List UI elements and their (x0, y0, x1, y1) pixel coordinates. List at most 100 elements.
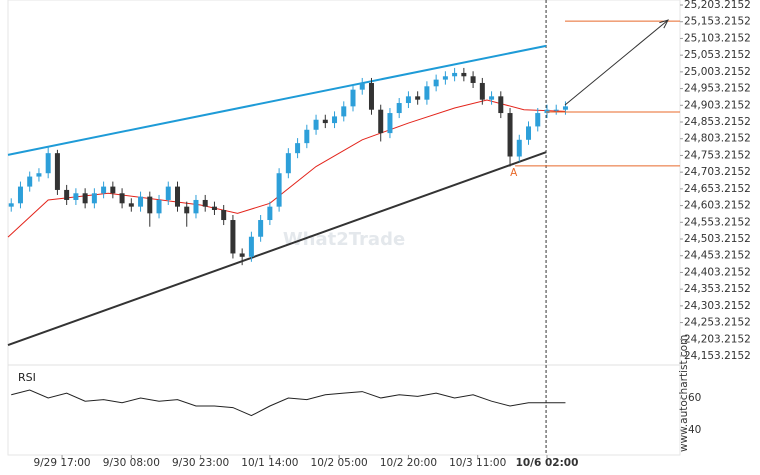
x-tick-label: 9/29 17:00 (33, 457, 90, 469)
y-tick-label: 25,203.2152 (684, 0, 751, 11)
candle-body (350, 89, 356, 107)
candle-body (470, 76, 476, 83)
candle-body (258, 220, 264, 237)
candle-body (433, 79, 439, 87)
rsi-tick-label: 40 (688, 424, 701, 436)
candle-body (452, 72, 458, 77)
candle-body (202, 199, 208, 207)
y-tick-label: 24,653.2152 (684, 183, 751, 195)
candle-body (526, 126, 532, 140)
arrow (564, 19, 669, 106)
y-tick-label: 24,953.2152 (684, 83, 751, 95)
candle-body (138, 196, 144, 207)
candle-body (184, 206, 190, 214)
candle-body (405, 96, 411, 104)
candle-body (424, 86, 430, 100)
candle-body (442, 76, 448, 80)
y-tick-label: 24,903.2152 (684, 99, 751, 111)
candle-body (82, 193, 88, 204)
annotation: A (510, 167, 518, 179)
source: www.autochartist.com (678, 335, 690, 452)
y-tick-label: 24,853.2152 (684, 116, 751, 128)
x-tick-label: 9/30 08:00 (103, 457, 160, 469)
y-tick-label: 25,053.2152 (684, 49, 751, 61)
candle-body (359, 82, 365, 90)
y-tick-label: 24,153.2152 (684, 350, 751, 362)
candle-body (544, 109, 550, 114)
candle-body (27, 176, 33, 187)
candle-body (516, 139, 522, 157)
y-tick-label: 24,403.2152 (684, 266, 751, 278)
candle-body (193, 199, 199, 214)
candle-body (553, 109, 559, 111)
candle-body (73, 193, 79, 200)
candle-body (128, 203, 134, 207)
candle-body (295, 143, 301, 154)
candle-body (415, 96, 421, 100)
candle-body (119, 193, 125, 204)
candle-body (507, 113, 513, 157)
y-tick-label: 24,703.2152 (684, 166, 751, 178)
candle-body (175, 186, 181, 207)
candle-body (313, 119, 319, 130)
candle-body (267, 206, 273, 221)
trend-line (7, 151, 547, 346)
rsi-tick-label: 60 (688, 392, 701, 404)
candle-body (461, 72, 467, 77)
candle-body (535, 113, 541, 127)
candle-body (45, 153, 51, 174)
arrow-head (659, 19, 669, 29)
x-tick-label: 10/1 14:00 (241, 457, 298, 469)
candle-body (211, 206, 217, 210)
candle-body (498, 96, 504, 114)
moving-average (7, 99, 566, 238)
y-tick-label: 24,553.2152 (684, 216, 751, 228)
y-tick-label: 24,503.2152 (684, 233, 751, 245)
candle-body (396, 103, 402, 114)
candle-body (17, 186, 23, 204)
candle-body (101, 186, 107, 194)
y-tick-label: 25,153.2152 (684, 16, 751, 28)
y-tick-label: 25,103.2152 (684, 32, 751, 44)
candle-body (36, 173, 42, 177)
y-tick-label: 24,803.2152 (684, 133, 751, 145)
y-tick-label: 24,303.2152 (684, 300, 751, 312)
y-tick-label: 24,453.2152 (684, 250, 751, 262)
candle-body (479, 82, 485, 100)
candle-body (285, 153, 291, 174)
y-tick-label: 24,203.2152 (684, 333, 751, 345)
candle-body (147, 196, 153, 214)
candle-body (304, 129, 310, 144)
candle-body (332, 116, 338, 124)
trend-line (7, 44, 547, 156)
rsi-label: RSI (18, 371, 36, 384)
candle-body (64, 189, 70, 200)
rsi-line (11, 389, 566, 417)
candle-body (248, 236, 254, 257)
candle-body (239, 253, 245, 257)
candle-body (230, 220, 236, 254)
x-tick-label: 10/3 11:00 (449, 457, 506, 469)
candle-body (165, 186, 171, 200)
plot-frame (7, 0, 681, 456)
candle-body (221, 209, 227, 221)
y-tick-label: 24,253.2152 (684, 317, 751, 329)
candle-body (378, 109, 384, 134)
candle-body (322, 119, 328, 124)
x-tick-label: 9/30 23:00 (172, 457, 229, 469)
candle-body (156, 199, 162, 214)
y-tick-label: 25,003.2152 (684, 66, 751, 78)
candle-body (489, 96, 495, 100)
candle-body (8, 203, 14, 207)
y-tick-label: 24,603.2152 (684, 200, 751, 212)
y-tick-label: 24,753.2152 (684, 149, 751, 161)
candle-body (110, 186, 116, 194)
candle-body (54, 153, 60, 190)
x-tick-label: 10/6 02:00 (516, 457, 579, 469)
y-tick-label: 24,353.2152 (684, 283, 751, 295)
x-tick-label: 10/2 05:00 (311, 457, 368, 469)
candle-body (562, 106, 568, 110)
watermark: What2Trade (283, 229, 405, 250)
candle-body (387, 113, 393, 134)
